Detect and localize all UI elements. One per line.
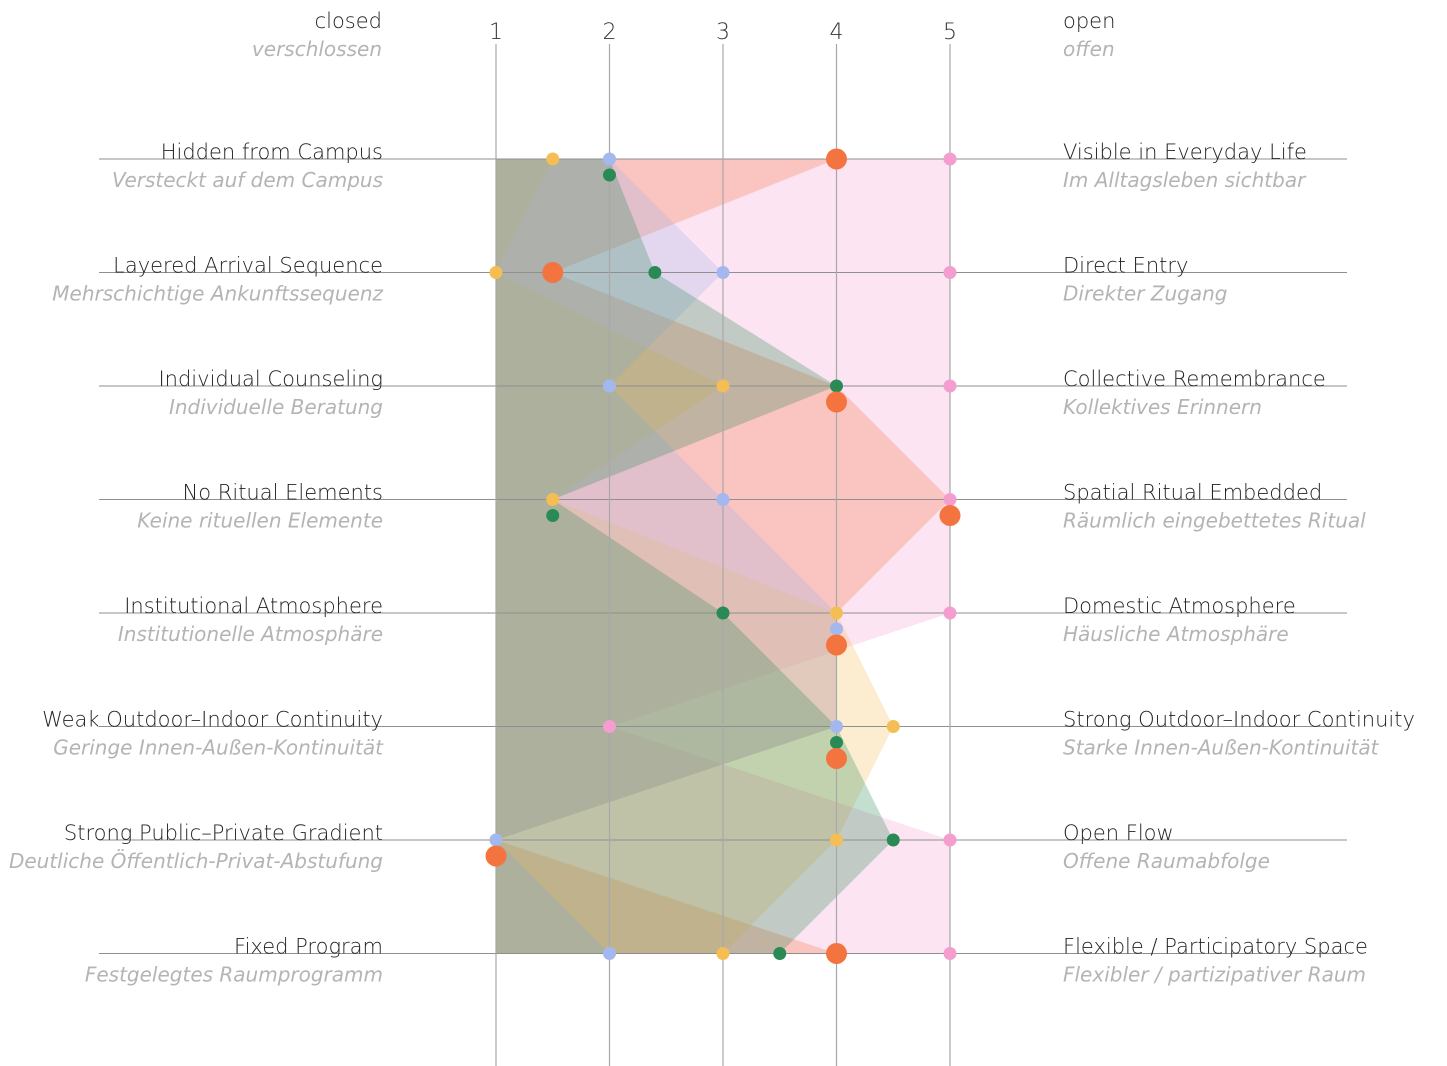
series-4-point — [603, 379, 616, 393]
header-left-de: verschlossen — [252, 37, 382, 61]
series-5-point — [830, 379, 843, 393]
row-right-label: Collective Remembrance — [1063, 367, 1326, 391]
row-right-label: Direct Entry — [1063, 254, 1188, 278]
tick-label-4: 4 — [830, 20, 844, 45]
row-right-sublabel: Räumlich eingebettetes Ritual — [1063, 509, 1366, 533]
series-1-point — [943, 833, 957, 847]
series-3-point — [886, 720, 900, 733]
series-3-point — [716, 379, 730, 393]
series-3-point — [489, 266, 503, 279]
series-4-area — [496, 159, 837, 954]
series-2-point — [826, 943, 847, 964]
series-2-point — [826, 634, 847, 656]
series-5-point — [773, 947, 787, 960]
series-1-point — [943, 266, 957, 279]
series-3-point — [830, 606, 843, 620]
series-5-point — [603, 168, 616, 182]
row-left-label: Strong Public–Private Gradient — [64, 821, 383, 845]
row-right-sublabel: Flexibler / partizipativer Raum — [1063, 963, 1366, 987]
row-right-label: Spatial Ritual Embedded — [1063, 481, 1322, 505]
row-left-sublabel: Geringe Innen-Außen-Kontinuität — [53, 736, 384, 760]
series-3-point — [546, 152, 560, 166]
series-4-point — [603, 152, 616, 166]
series-1-point — [943, 152, 957, 166]
row-labels: Hidden from Campus Versteckt auf dem Cam… — [9, 140, 1415, 987]
series-1-point — [943, 493, 957, 506]
series-4-point — [489, 833, 503, 847]
row-left-label: Weak Outdoor–Indoor Continuity — [42, 708, 383, 732]
tick-label-1: 1 — [489, 20, 503, 45]
row-right-sublabel: Direkter Zugang — [1063, 282, 1228, 306]
row-left-label: Layered Arrival Sequence — [113, 254, 383, 278]
series-5-point — [886, 833, 900, 847]
row-right-label: Visible in Everyday Life — [1063, 140, 1307, 164]
row-left-label: Institutional Atmosphere — [124, 594, 383, 618]
row-left-sublabel: Festgelegtes Raumprogramm — [85, 963, 383, 987]
series-4-point — [603, 947, 616, 960]
header-right-de: offen — [1063, 37, 1115, 61]
tick-label-3: 3 — [716, 20, 730, 45]
row-right-sublabel: Kollektives Erinnern — [1063, 395, 1262, 419]
row-left-sublabel: Deutliche Öffentlich-Privat-Abstufung — [9, 849, 383, 873]
series-1-point — [943, 947, 957, 960]
row-left-label: Hidden from Campus — [161, 140, 383, 164]
series-2-point — [485, 845, 507, 867]
series-3-point — [830, 833, 843, 847]
series-2-point — [826, 748, 847, 769]
row-right-sublabel: Starke Innen-Außen-Kontinuität — [1063, 736, 1380, 760]
scale-header: closed verschlossen open offen — [252, 9, 1116, 61]
row-left-label: No Ritual Elements — [183, 481, 383, 505]
series-2-point — [826, 391, 847, 413]
series-1-point — [603, 720, 616, 733]
row-right-sublabel: Häusliche Atmosphäre — [1063, 622, 1289, 646]
series-5-point — [716, 606, 730, 620]
series-2-point — [542, 262, 564, 283]
series-1-point — [943, 606, 957, 620]
series-1-point — [943, 379, 957, 393]
row-right-sublabel: Im Alltagsleben sichtbar — [1063, 168, 1307, 192]
series-points — [485, 148, 961, 964]
tick-label-2: 2 — [603, 20, 617, 45]
header-left-en: closed — [315, 9, 382, 33]
series-5-point — [830, 736, 843, 749]
series-3-point — [716, 947, 730, 960]
tick-label-5: 5 — [943, 20, 957, 45]
row-right-label: Strong Outdoor–Indoor Continuity — [1063, 708, 1415, 732]
row-left-label: Individual Counseling — [158, 367, 383, 391]
row-right-label: Domestic Atmosphere — [1063, 594, 1296, 618]
grid — [99, 44, 1347, 1066]
series-4-point — [830, 622, 843, 636]
x-tick-labels: 1 2 3 4 5 — [489, 20, 957, 45]
series-4-point — [716, 266, 730, 279]
row-left-sublabel: Institutionelle Atmosphäre — [118, 622, 383, 646]
series-5-area — [496, 159, 894, 954]
series-3-point — [546, 493, 560, 506]
series-5-point — [648, 266, 662, 279]
series-2-point — [939, 505, 961, 526]
row-right-label: Flexible / Participatory Space — [1063, 935, 1368, 959]
header-right-en: open — [1063, 9, 1115, 33]
series-4-point — [716, 493, 730, 506]
row-left-sublabel: Individuelle Beratung — [169, 395, 383, 419]
series-4-point — [830, 720, 843, 733]
row-left-sublabel: Mehrschichtige Ankunftssequenz — [52, 282, 383, 306]
row-right-sublabel: Offene Raumabfolge — [1063, 849, 1270, 873]
series-2-point — [826, 148, 847, 170]
series-5-point — [546, 509, 560, 522]
row-left-sublabel: Versteckt auf dem Campus — [112, 168, 383, 192]
row-left-sublabel: Keine rituellen Elemente — [137, 509, 383, 533]
row-right-label: Open Flow — [1063, 821, 1174, 845]
series-3-area — [496, 159, 894, 954]
row-left-label: Fixed Program — [234, 935, 383, 959]
